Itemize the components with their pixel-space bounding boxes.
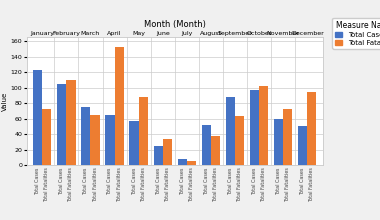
Bar xyxy=(42,108,51,165)
Text: Total Cases: Total Cases xyxy=(180,167,185,194)
Bar xyxy=(283,108,292,165)
Text: Total Cases: Total Cases xyxy=(131,167,136,194)
Text: Total Cases: Total Cases xyxy=(83,167,89,194)
Bar xyxy=(139,97,148,165)
Bar xyxy=(187,161,196,165)
Bar xyxy=(33,70,42,165)
Bar xyxy=(154,146,163,165)
Bar xyxy=(81,107,90,165)
Title: Month (Month): Month (Month) xyxy=(144,20,206,29)
Bar xyxy=(274,119,283,165)
Bar xyxy=(226,97,235,165)
Text: Total Fatalities: Total Fatalities xyxy=(261,167,266,202)
Bar xyxy=(163,139,172,165)
Bar xyxy=(202,125,211,165)
Text: Total Cases: Total Cases xyxy=(252,167,257,194)
Bar xyxy=(130,121,139,165)
Bar xyxy=(178,159,187,165)
Legend: Total Cases, Total Fatalities: Total Cases, Total Fatalities xyxy=(332,18,380,49)
Bar xyxy=(307,92,317,165)
Text: Total Fatalities: Total Fatalities xyxy=(141,167,146,202)
Bar xyxy=(57,84,66,165)
Bar xyxy=(211,136,220,165)
Bar xyxy=(105,115,114,165)
Text: Total Cases: Total Cases xyxy=(276,167,281,194)
Bar xyxy=(90,115,100,165)
Text: Total Cases: Total Cases xyxy=(59,167,64,194)
Bar xyxy=(259,86,268,165)
Text: Total Fatalities: Total Fatalities xyxy=(309,167,314,202)
Text: Total Cases: Total Cases xyxy=(204,167,209,194)
Text: Total Fatalities: Total Fatalities xyxy=(189,167,194,202)
Text: Total Cases: Total Cases xyxy=(156,167,161,194)
Bar xyxy=(235,116,244,165)
Bar xyxy=(298,126,307,165)
Text: Total Fatalities: Total Fatalities xyxy=(237,167,242,202)
Text: Total Fatalities: Total Fatalities xyxy=(165,167,170,202)
Text: Total Cases: Total Cases xyxy=(228,167,233,194)
Bar xyxy=(66,80,76,165)
Text: Total Fatalities: Total Fatalities xyxy=(93,167,98,202)
Bar xyxy=(250,90,259,165)
Text: Total Fatalities: Total Fatalities xyxy=(285,167,290,202)
Text: Total Fatalities: Total Fatalities xyxy=(213,167,218,202)
Text: Total Cases: Total Cases xyxy=(108,167,112,194)
Text: Total Cases: Total Cases xyxy=(35,167,40,194)
Text: Total Fatalities: Total Fatalities xyxy=(117,167,122,202)
Bar xyxy=(114,48,124,165)
Y-axis label: Value: Value xyxy=(2,92,8,111)
Text: Total Fatalities: Total Fatalities xyxy=(44,167,49,202)
Text: Total Fatalities: Total Fatalities xyxy=(68,167,73,202)
Text: Total Cases: Total Cases xyxy=(300,167,305,194)
